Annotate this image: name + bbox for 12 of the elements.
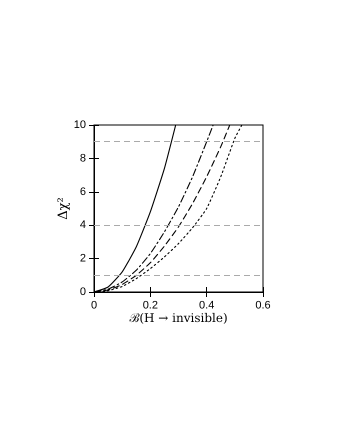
y-tick-label: 6 <box>80 186 86 198</box>
y-axis-title: Δχ² <box>56 197 71 220</box>
x-tick-label: 0.4 <box>199 300 214 312</box>
y-tick-label: 4 <box>80 219 86 232</box>
y-tick-label: 0 <box>80 286 86 298</box>
x-axis-title: ℬ(H → invisible) <box>129 310 228 325</box>
x-tick-label: 0 <box>90 300 98 312</box>
y-tick-label: 2 <box>80 252 86 265</box>
x-tick-label: 0.2 <box>142 300 158 312</box>
y-tick-label: 8 <box>80 152 86 164</box>
y-tick-label: 10 <box>74 119 86 131</box>
x-tick-label: 0.6 <box>255 300 271 312</box>
